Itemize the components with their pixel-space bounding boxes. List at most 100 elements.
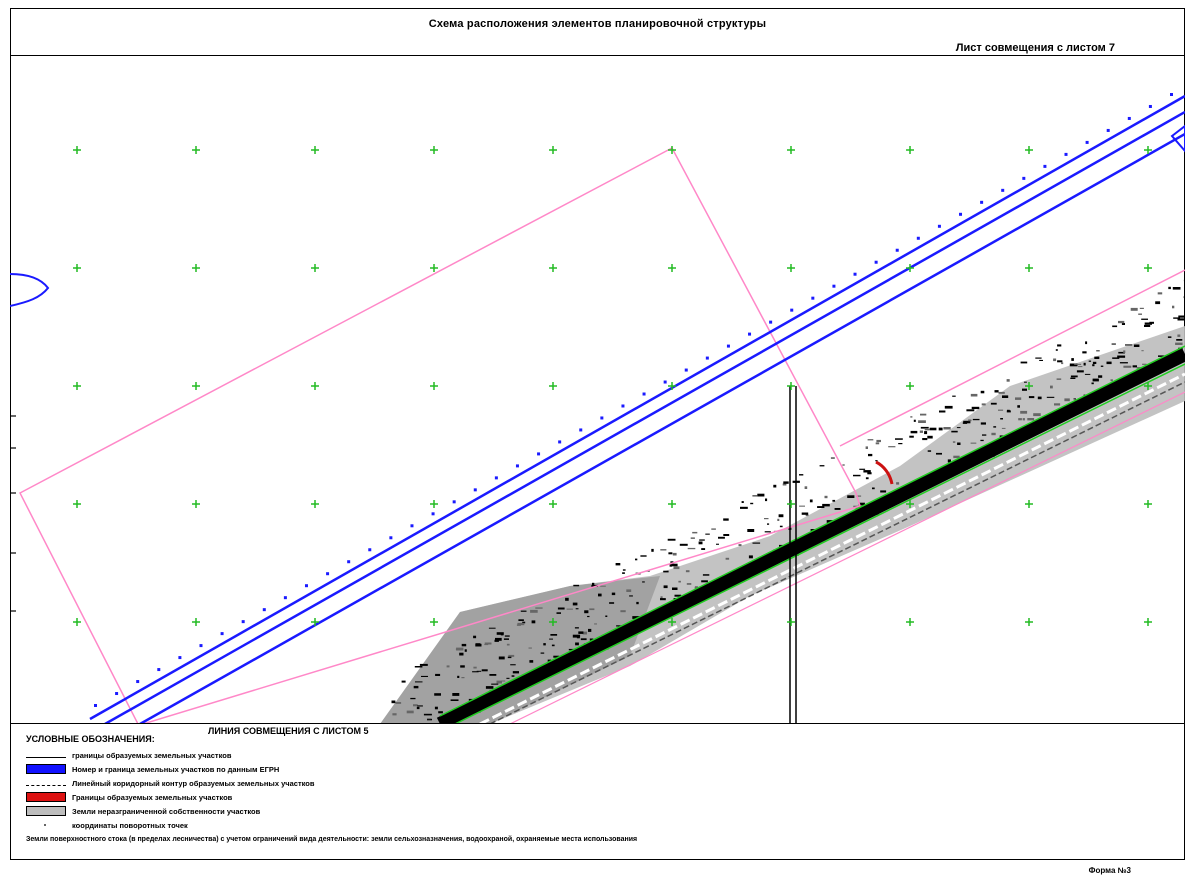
blue-tick — [790, 308, 794, 312]
speckle — [679, 543, 688, 546]
speckle — [1112, 325, 1118, 328]
speckle — [767, 523, 770, 525]
speckle — [764, 518, 769, 520]
speckle — [456, 647, 464, 651]
speckle — [1035, 357, 1042, 359]
speckle — [799, 505, 805, 507]
speckle — [867, 439, 874, 441]
speckle — [764, 531, 771, 533]
legend-label: границы образуемых земельных участков — [72, 750, 232, 760]
speckle — [461, 643, 467, 647]
speckle — [1061, 362, 1064, 365]
speckle — [1183, 279, 1185, 282]
speckle — [1001, 427, 1006, 429]
speckle — [868, 453, 873, 457]
speckle — [938, 427, 943, 431]
speckle — [1118, 351, 1125, 354]
speckle — [778, 514, 784, 518]
sheet-join-note: Лист совмещения с листом 7 — [955, 42, 1115, 54]
speckle — [896, 482, 900, 485]
speckle — [600, 585, 606, 587]
speckle — [1085, 341, 1088, 345]
vertical-line — [789, 386, 797, 723]
speckle — [859, 468, 866, 470]
speckle — [830, 457, 835, 459]
speckle — [740, 506, 748, 509]
speckle — [924, 431, 928, 435]
speckle — [701, 580, 708, 583]
speckle — [549, 638, 553, 640]
speckle — [473, 635, 477, 639]
speckle — [489, 674, 497, 676]
speckle — [498, 656, 505, 660]
speckle — [910, 416, 913, 418]
black-line-icon — [26, 752, 66, 758]
speckle — [565, 597, 569, 601]
speckle — [1033, 413, 1041, 417]
speckle — [898, 443, 903, 445]
speckle — [494, 639, 499, 642]
speckle — [592, 582, 595, 586]
speckle — [1006, 379, 1010, 382]
speckle — [1053, 358, 1057, 362]
speckle — [1091, 382, 1094, 385]
speckle — [551, 644, 555, 647]
speckle — [568, 648, 575, 651]
speckle — [1083, 362, 1086, 366]
speckle — [1022, 388, 1027, 391]
legend-label: Границы образуемых земельных участков — [72, 792, 233, 802]
blue-tick — [748, 332, 752, 336]
speckle — [895, 438, 903, 440]
blue-tick — [515, 464, 519, 468]
speckle — [953, 455, 960, 459]
blue-tick — [1001, 188, 1005, 192]
blue-tick — [389, 536, 393, 540]
speckle — [982, 434, 987, 436]
blue-tick — [663, 380, 667, 384]
speckle — [1084, 373, 1091, 375]
speckle — [922, 438, 928, 441]
speckle — [1176, 339, 1183, 341]
bottom-join-note: ЛИНИЯ СОВМЕЩЕНИЯ С ЛИСТОМ 5 — [208, 726, 369, 736]
legend-note: Земли поверхностного стока (в пределах л… — [26, 836, 638, 843]
speckle — [685, 570, 690, 573]
sheet-frame — [10, 8, 1185, 860]
speckle — [540, 652, 545, 654]
speckle — [575, 608, 579, 610]
speckle — [972, 418, 980, 421]
speckle — [909, 435, 914, 438]
speckle — [413, 685, 419, 689]
speckle — [496, 680, 502, 684]
grid-crosses — [73, 146, 1152, 626]
speckle — [550, 634, 558, 636]
speckle — [750, 502, 754, 505]
speckle — [543, 643, 546, 646]
speckle — [924, 429, 930, 431]
blue-tick — [304, 584, 308, 588]
speckle — [1028, 396, 1035, 399]
speckle — [716, 543, 719, 545]
speckle — [757, 493, 765, 497]
speckle — [1082, 351, 1087, 354]
vegetation-speckles — [391, 279, 1185, 721]
speckle — [530, 609, 538, 613]
speckle — [1022, 418, 1025, 421]
speckle — [672, 552, 677, 556]
speckle — [636, 601, 639, 605]
blue-tick — [368, 548, 372, 552]
legend-title: УСЛОВНЫЕ ОБОЗНАЧЕНИЯ: — [26, 734, 155, 744]
speckle — [1132, 365, 1137, 368]
speckle — [1056, 378, 1062, 380]
map-canvas[interactable] — [10, 56, 1185, 724]
speckle — [1133, 344, 1140, 347]
speckle — [507, 656, 512, 659]
blue-tick — [726, 344, 730, 348]
legend-item: Земли неразграниченной собственности уча… — [26, 804, 726, 818]
blue-tick — [1106, 128, 1110, 132]
speckle — [640, 555, 647, 557]
speckle — [416, 706, 420, 710]
speckle — [1158, 355, 1166, 357]
legend-item: координаты поворотных точек — [26, 818, 726, 832]
speckle — [957, 442, 961, 445]
speckle — [512, 671, 519, 674]
